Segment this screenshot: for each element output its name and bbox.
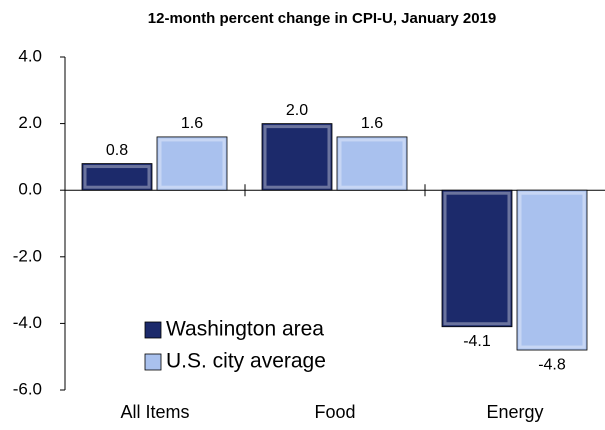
bar [156, 136, 228, 191]
bar-bevel [338, 138, 406, 189]
y-tick-label: -6.0 [13, 379, 42, 398]
y-tick-label: 2.0 [18, 113, 42, 132]
legend-label: Washington area [166, 318, 324, 341]
y-tick-label: -2.0 [13, 246, 42, 265]
bar-bevel [83, 165, 151, 189]
data-label: 2.0 [286, 102, 308, 119]
chart-title: 12-month percent change in CPI-U, Januar… [148, 10, 496, 27]
y-tick-label: 0.0 [18, 180, 42, 199]
x-tick-label: Energy [486, 402, 543, 422]
x-tick-label: All Items [120, 402, 189, 422]
data-label: 1.6 [181, 115, 203, 132]
bar-bevel [518, 191, 586, 349]
data-label: -4.1 [463, 333, 491, 350]
bar [81, 163, 153, 191]
bar [336, 136, 408, 191]
bar [441, 189, 513, 328]
data-label: 1.6 [361, 115, 383, 132]
legend-swatch [144, 353, 162, 371]
bar-bevel [263, 125, 331, 189]
bar [516, 189, 588, 351]
bar-bevel [443, 191, 511, 326]
data-label: 0.8 [106, 142, 128, 159]
bar [261, 123, 333, 191]
legend-label: U.S. city average [166, 350, 326, 373]
y-tick-label: -4.0 [13, 313, 42, 332]
x-tick-label: Food [314, 402, 355, 422]
y-tick-label: 4.0 [18, 46, 42, 65]
data-label: -4.8 [538, 356, 566, 373]
bar-bevel [158, 138, 226, 189]
legend-swatch [144, 321, 162, 339]
